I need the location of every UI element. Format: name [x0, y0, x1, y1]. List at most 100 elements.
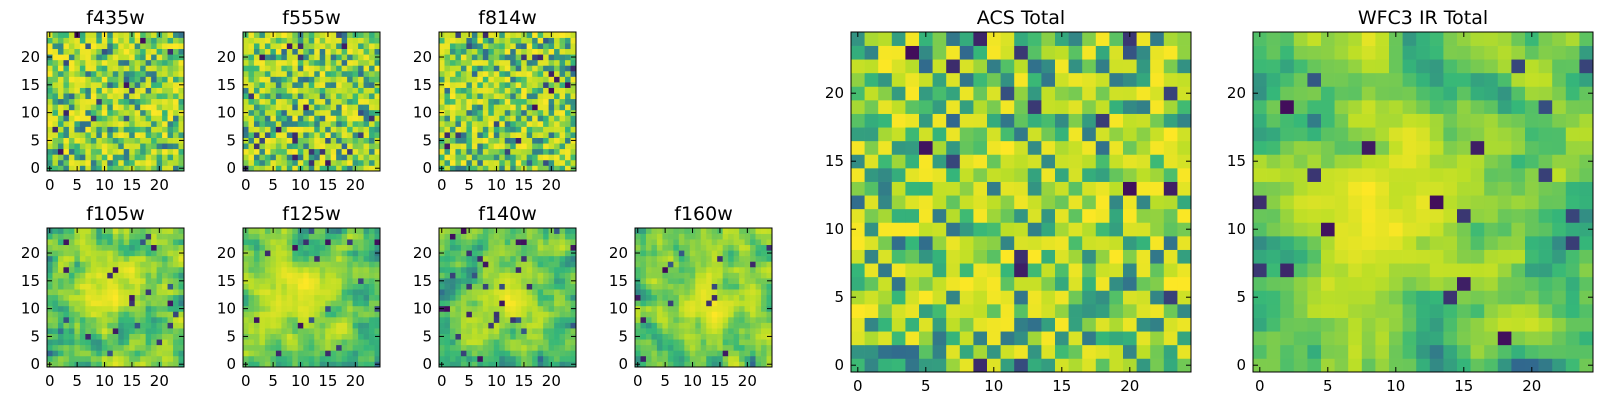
heatmap-cell — [162, 339, 168, 346]
heatmap-cell — [145, 344, 152, 351]
heatmap-cell — [510, 98, 517, 105]
heatmap-cell — [554, 339, 560, 346]
heatmap-cell — [449, 98, 456, 105]
heatmap-cell — [504, 289, 511, 296]
heatmap-cells — [243, 32, 381, 172]
heatmap-cell — [700, 300, 707, 307]
heatmap-cell — [292, 266, 299, 273]
heatmap-cell — [488, 244, 495, 251]
heatmap-cell — [173, 233, 179, 240]
heatmap-cell — [651, 322, 658, 329]
heatmap-cell — [700, 250, 707, 257]
heatmap-cell — [297, 82, 304, 88]
heatmap-cell — [112, 289, 119, 296]
heatmap-cell — [532, 159, 538, 166]
heatmap-cell — [515, 87, 522, 94]
heatmap-cell — [336, 283, 342, 290]
heatmap-cell — [878, 304, 893, 318]
heatmap-cell — [243, 272, 249, 279]
heatmap-cell — [281, 339, 288, 346]
heatmap-cell — [761, 278, 767, 284]
heatmap-cell — [878, 195, 893, 210]
heatmap-cell — [352, 98, 359, 105]
heatmap-cell — [259, 43, 266, 50]
heatmap-cell — [1136, 222, 1151, 237]
heatmap-cell — [559, 82, 566, 88]
heatmap-cell — [47, 283, 53, 290]
heatmap-cell — [706, 228, 713, 234]
heatmap-cell — [488, 316, 495, 323]
heatmap-cell — [565, 65, 571, 72]
heatmap-cell — [107, 344, 114, 351]
heatmap-cell — [156, 120, 163, 127]
heatmap-cell — [537, 333, 544, 340]
heatmap-cell — [314, 120, 321, 127]
heatmap-cell — [1136, 358, 1151, 373]
heatmap-cell — [145, 37, 152, 44]
heatmap-cell — [134, 87, 141, 94]
heatmap-cell — [85, 82, 92, 88]
heatmap-cell — [156, 322, 163, 329]
heatmap-cell — [118, 300, 125, 307]
heatmap-cell — [68, 43, 75, 50]
heatmap-cell — [151, 350, 157, 357]
heatmap-cell — [466, 328, 473, 334]
heatmap-cell — [460, 228, 467, 234]
heatmap-cell — [259, 143, 266, 150]
heatmap-cell — [684, 228, 691, 234]
heatmap-cell — [243, 132, 249, 138]
heatmap-cell — [129, 283, 136, 290]
heatmap-cell — [1014, 317, 1029, 332]
heatmap-cell — [352, 250, 359, 257]
heatmap-cell — [673, 316, 680, 323]
heatmap-cell — [178, 322, 185, 329]
heatmap-cell — [570, 120, 577, 127]
heatmap-cell — [565, 93, 571, 100]
heatmap-cell — [711, 272, 718, 279]
heatmap-cell — [570, 37, 577, 44]
heatmap-cell — [570, 261, 577, 268]
heatmap-cell — [341, 98, 348, 105]
heatmap-cell — [1027, 222, 1042, 237]
heatmap-cell — [526, 361, 533, 368]
heatmap-cell — [308, 266, 315, 273]
heatmap-cell — [264, 316, 271, 323]
heatmap-cell — [482, 305, 489, 312]
heatmap-cell — [140, 148, 146, 155]
heatmap-cell — [499, 32, 506, 38]
heatmap-cell — [352, 159, 359, 166]
heatmap-cell — [248, 333, 255, 340]
x-tick-label: 5 — [268, 372, 278, 390]
heatmap-cell — [526, 76, 533, 83]
heatmap-cell — [118, 278, 125, 284]
heatmap-cell — [96, 159, 103, 166]
heatmap-cell — [52, 344, 59, 351]
heatmap-cell — [167, 350, 174, 357]
heatmap-cell — [314, 154, 321, 161]
heatmap-cell — [74, 266, 81, 273]
heatmap-cell — [689, 250, 696, 257]
heatmap-cell — [303, 165, 310, 172]
heatmap-cell — [248, 159, 255, 166]
heatmap-cell — [129, 98, 136, 105]
heatmap-cell — [52, 305, 59, 312]
heatmap-cell — [358, 165, 364, 172]
heatmap-cell — [68, 70, 75, 77]
heatmap-cell — [243, 65, 249, 72]
heatmap-cell — [651, 233, 658, 240]
heatmap-cell — [314, 76, 321, 83]
heatmap-cell — [286, 266, 293, 273]
heatmap-cell — [532, 37, 538, 44]
heatmap-cell — [570, 43, 577, 50]
heatmap-cell — [325, 93, 332, 100]
heatmap-cell — [477, 233, 484, 240]
heatmap-cell — [336, 244, 342, 251]
heatmap-cell — [47, 120, 53, 127]
heatmap-cell — [79, 250, 86, 257]
heatmap-cell — [347, 65, 353, 72]
heatmap-cell — [275, 54, 282, 61]
heatmap-cell — [173, 87, 179, 94]
heatmap-cell — [466, 159, 473, 166]
heatmap-cell — [559, 233, 566, 240]
heatmap-cell — [449, 278, 456, 284]
